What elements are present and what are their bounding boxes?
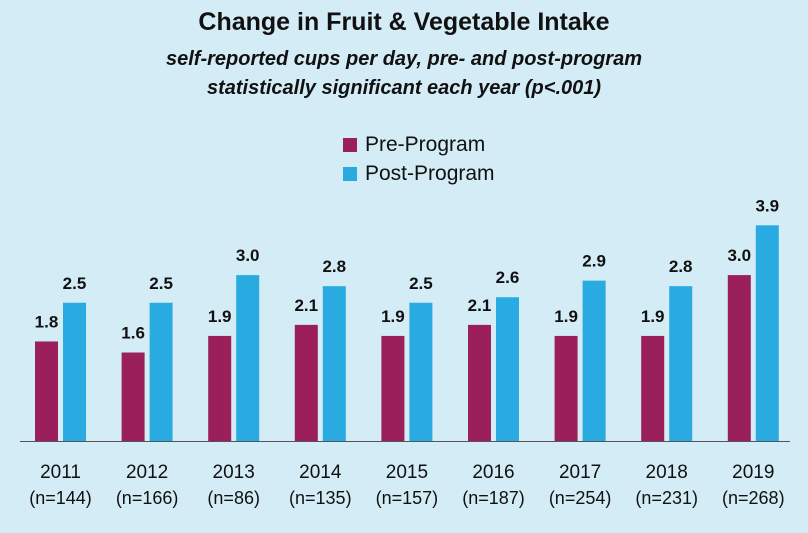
legend-swatch-pre-program — [343, 137, 357, 152]
bar-pre-program-2017 — [554, 335, 578, 441]
x-tick-note-2014: (n=135) — [289, 488, 352, 508]
x-tick-label-2013: 2013 — [213, 462, 255, 483]
bar-post-program-2012 — [149, 302, 173, 441]
x-tick-note-2013: (n=86) — [207, 488, 260, 508]
x-tick-label-2011: 2011 — [40, 462, 81, 483]
x-tick-label-2019: 2019 — [732, 462, 774, 483]
data-label-post-program-2018: 2.8 — [669, 257, 693, 276]
x-tick-label-2012: 2012 — [126, 462, 168, 483]
bar-post-program-2019 — [755, 225, 779, 441]
x-tick-note-2016: (n=187) — [462, 488, 525, 508]
x-tick-note-2018: (n=231) — [635, 488, 698, 508]
bar-post-program-2013 — [236, 275, 260, 441]
bar-post-program-2015 — [409, 302, 433, 441]
data-label-post-program-2013: 3.0 — [236, 246, 260, 265]
data-label-pre-program-2011: 1.8 — [35, 312, 59, 331]
legend-item-post-program: Post-Program — [343, 159, 495, 188]
bar-pre-program-2019 — [727, 275, 751, 441]
bar-post-program-2014 — [322, 286, 346, 441]
bar-pre-program-2015 — [381, 335, 405, 441]
bar-pre-program-2016 — [468, 324, 491, 441]
x-tick-label-2018: 2018 — [646, 462, 688, 483]
data-label-pre-program-2013: 1.9 — [208, 307, 232, 326]
bar-pre-program-2014 — [294, 324, 318, 441]
x-tick-label-2016: 2016 — [472, 462, 514, 483]
x-tick-note-2012: (n=166) — [116, 488, 179, 508]
chart-title: Change in Fruit & Vegetable Intake — [198, 8, 610, 36]
data-label-post-program-2017: 2.9 — [582, 252, 606, 271]
data-label-pre-program-2018: 1.9 — [641, 307, 665, 326]
data-label-post-program-2011: 2.5 — [63, 274, 87, 293]
chart-legend: Pre-Program Post-Program — [343, 130, 495, 188]
data-label-post-program-2014: 2.8 — [322, 257, 346, 276]
chart-subtitle-line-2: statistically significant each year (p<.… — [206, 77, 602, 99]
bar-post-program-2018 — [669, 286, 693, 441]
data-label-pre-program-2015: 1.9 — [381, 307, 405, 326]
bar-pre-program-2013 — [208, 335, 232, 441]
legend-item-pre-program: Pre-Program — [343, 130, 495, 159]
bar-post-program-2017 — [582, 280, 606, 441]
x-tick-note-2015: (n=157) — [376, 488, 439, 508]
data-label-pre-program-2014: 2.1 — [294, 296, 318, 315]
bar-post-program-2016 — [496, 297, 519, 441]
data-label-post-program-2015: 2.5 — [409, 274, 433, 293]
chart-subtitle-line-1: self-reported cups per day, pre- and pos… — [165, 48, 642, 70]
x-tick-note-2019: (n=268) — [722, 488, 785, 508]
data-label-pre-program-2012: 1.6 — [121, 324, 145, 343]
x-tick-label-2017: 2017 — [559, 462, 601, 483]
legend-label-post-program: Post-Program — [365, 161, 495, 185]
bar-post-program-2011 — [63, 302, 86, 441]
legend-label-pre-program: Pre-Program — [365, 132, 486, 156]
data-label-pre-program-2019: 3.0 — [727, 246, 751, 265]
data-label-post-program-2019: 3.9 — [755, 196, 779, 215]
data-label-post-program-2016: 2.6 — [496, 268, 520, 287]
bar-pre-program-2018 — [641, 335, 665, 441]
bar-pre-program-2011 — [35, 341, 58, 441]
x-tick-label-2015: 2015 — [386, 462, 428, 483]
x-tick-note-2011: (n=144) — [29, 488, 92, 508]
data-label-pre-program-2016: 2.1 — [468, 296, 492, 315]
data-label-post-program-2012: 2.5 — [149, 274, 173, 293]
data-label-pre-program-2017: 1.9 — [554, 307, 578, 326]
legend-swatch-post-program — [343, 166, 357, 181]
x-tick-note-2017: (n=254) — [549, 488, 612, 508]
bar-pre-program-2012 — [121, 352, 145, 441]
x-tick-label-2014: 2014 — [299, 462, 342, 483]
